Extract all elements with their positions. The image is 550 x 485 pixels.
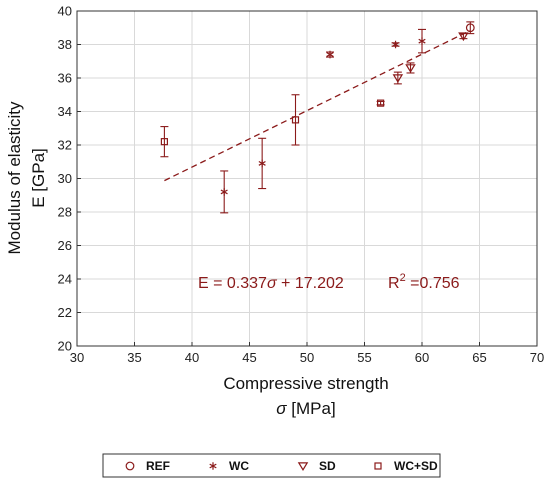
y-tick-label: 24 <box>58 272 72 287</box>
y-tick-label: 28 <box>58 205 72 220</box>
grid <box>76 10 538 347</box>
y-tick-label: 38 <box>58 37 72 52</box>
x-tick-label: 50 <box>300 350 314 365</box>
data-point-wc <box>326 50 334 59</box>
legend-label-sd: SD <box>319 459 336 473</box>
x-axis-unit: σ [MPa] <box>276 399 335 418</box>
marker-ref <box>465 23 475 33</box>
y-axis-title-line2: E [GPa] <box>29 148 48 208</box>
marker-sd <box>392 74 404 83</box>
legend-marker-ref <box>125 461 135 471</box>
x-tick-label: 45 <box>242 350 256 365</box>
marker-wc-sd <box>291 116 300 124</box>
data-point-wc-sd <box>160 126 169 158</box>
legend-label-ref: REF <box>146 459 170 473</box>
marker-wc <box>258 159 266 168</box>
data-point-wc <box>258 137 267 190</box>
fit-line-group <box>164 29 471 182</box>
fit-line <box>164 29 471 182</box>
data-point-sd <box>458 32 469 42</box>
marker-sd <box>405 64 416 73</box>
r-squared-annotation: R2 =0.756 <box>388 272 460 292</box>
data-point-wc <box>391 40 400 49</box>
x-tick-label: 60 <box>415 350 429 365</box>
marker-wc-sd <box>377 99 385 107</box>
legend-marker-sd <box>297 462 309 471</box>
data-marks <box>160 21 475 214</box>
legend-marker-wc <box>209 462 217 470</box>
legend-box <box>102 453 441 478</box>
equation-annotation: E = 0.337σ + 17.202 <box>198 275 344 292</box>
y-axis-title-line1: Modulus of elasticity <box>5 101 24 255</box>
legend: REF WC SD WC+SD <box>102 453 441 478</box>
legend-label-wc-sd: WC+SD <box>394 459 438 473</box>
x-tick-label: 35 <box>127 350 141 365</box>
marker-wc <box>391 40 400 49</box>
data-point-ref <box>465 21 475 35</box>
x-tick-label: 70 <box>530 350 544 365</box>
data-point-wc <box>220 170 229 214</box>
data-point-sd <box>392 71 404 85</box>
y-tick-label: 32 <box>58 138 72 153</box>
annotations: E = 0.337σ + 17.202 R2 =0.756 <box>198 272 460 292</box>
data-point-wc-sd <box>291 94 300 146</box>
x-tick-label: 55 <box>357 350 371 365</box>
y-tick-label: 30 <box>58 171 72 186</box>
x-tick-label: 40 <box>185 350 199 365</box>
y-tick-label: 34 <box>58 104 72 119</box>
y-tick-label: 40 <box>58 4 72 19</box>
data-point-wc <box>418 28 426 54</box>
y-tick-label: 20 <box>58 339 72 354</box>
legend-marker-wc-sd <box>374 462 382 470</box>
y-tick-label: 36 <box>58 71 72 86</box>
x-axis-title: Compressive strength <box>223 374 388 393</box>
marker-wc <box>220 188 228 196</box>
x-tick-label: 30 <box>70 350 84 365</box>
legend-label-wc: WC <box>229 459 249 473</box>
marker-wc-sd <box>160 138 168 146</box>
marker-wc <box>418 37 426 45</box>
marker-sd <box>458 32 469 42</box>
y-tick-label: 26 <box>58 238 72 253</box>
axis-ticks: 30 35 40 45 50 55 60 65 70 20 22 24 26 28 30 32 34 36 38 40 <box>58 4 545 366</box>
data-point-sd <box>405 62 416 74</box>
data-point-wc-sd <box>376 99 385 107</box>
x-tick-label: 65 <box>472 350 486 365</box>
y-tick-label: 22 <box>58 305 72 320</box>
marker-wc <box>326 50 334 59</box>
